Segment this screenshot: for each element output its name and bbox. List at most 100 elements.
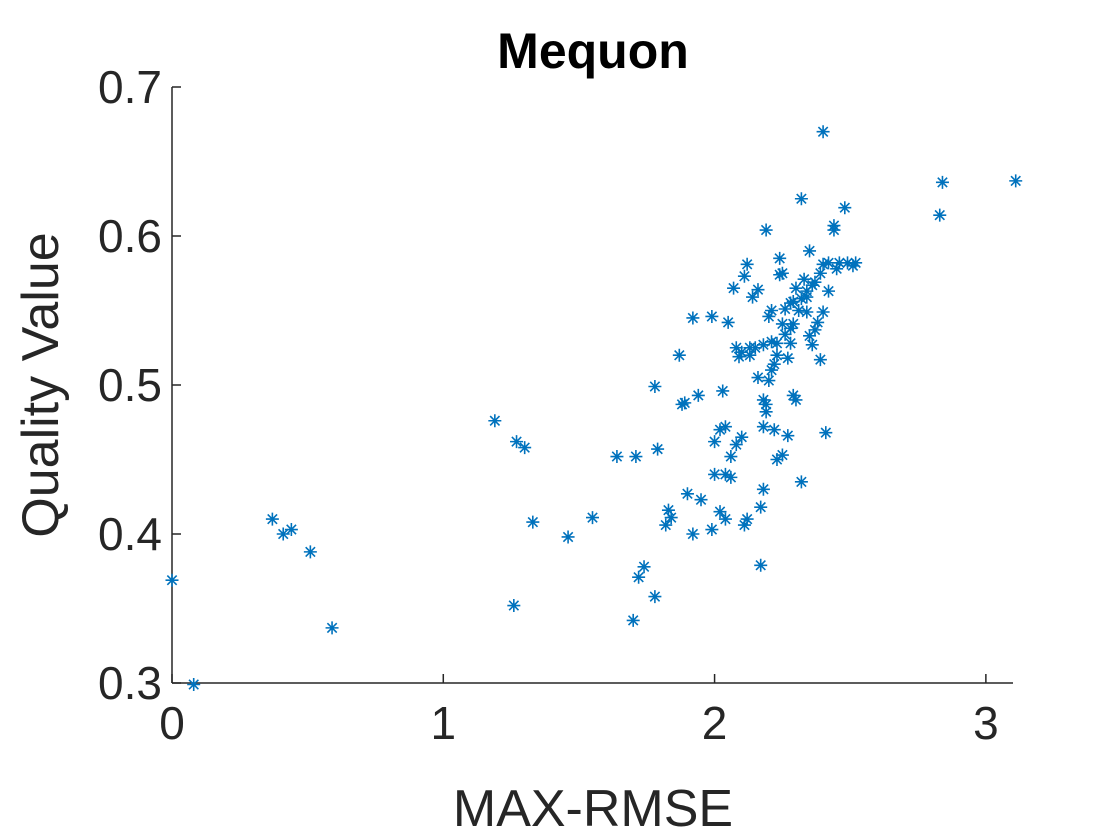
data-point <box>808 275 822 289</box>
data-point <box>276 527 290 541</box>
data-point <box>1009 174 1023 188</box>
data-point <box>767 357 781 371</box>
data-point <box>838 201 852 215</box>
data-point <box>822 256 836 270</box>
data-point <box>507 599 521 613</box>
data-point <box>778 302 792 316</box>
y-axis-label: Quality Value <box>12 232 70 537</box>
data-point <box>781 429 795 443</box>
data-point <box>800 305 814 319</box>
data-point <box>708 467 722 481</box>
data-point <box>708 435 722 449</box>
data-point <box>811 315 825 329</box>
data-point <box>751 371 765 385</box>
data-point <box>805 338 819 352</box>
x-tick-label: 0 <box>159 697 185 749</box>
data-point <box>819 426 833 440</box>
y-tick-label: 0.4 <box>98 508 162 560</box>
data-point <box>751 283 765 297</box>
data-point <box>629 450 643 464</box>
data-point <box>165 573 179 587</box>
data-point <box>561 530 575 544</box>
data-point <box>813 266 827 280</box>
axes <box>171 87 1013 684</box>
data-point <box>705 309 719 323</box>
data-point <box>813 353 827 367</box>
data-point <box>740 257 754 271</box>
data-point <box>610 450 624 464</box>
data-point <box>773 268 787 282</box>
data-point <box>784 336 798 350</box>
data-point <box>648 379 662 393</box>
data-point <box>765 304 779 317</box>
data-point <box>830 262 844 276</box>
data-point <box>586 511 599 525</box>
data-point <box>724 470 738 484</box>
data-point <box>526 515 540 529</box>
data-point <box>748 341 762 355</box>
data-point <box>786 295 800 309</box>
data-point <box>756 338 770 352</box>
data-point <box>686 311 700 325</box>
data-point <box>765 335 779 349</box>
data-point <box>849 256 863 270</box>
data-point <box>759 397 773 411</box>
data-point <box>762 374 776 388</box>
data-point <box>718 467 732 481</box>
chart-title: Mequon <box>497 23 689 79</box>
data-point <box>694 493 708 507</box>
data-point <box>510 435 524 449</box>
data-point <box>735 430 749 444</box>
data-point <box>303 545 317 559</box>
data-point <box>661 503 675 517</box>
data-point <box>488 414 502 428</box>
y-tick-label: 0.6 <box>98 210 162 262</box>
data-point <box>756 420 770 434</box>
data-point <box>187 677 201 691</box>
data-point <box>691 388 705 402</box>
data-point <box>822 284 836 298</box>
data-point <box>746 290 760 304</box>
data-point <box>770 453 784 466</box>
data-point <box>808 323 822 337</box>
data-point <box>729 341 743 355</box>
data-point <box>737 518 751 532</box>
data-point <box>672 348 686 362</box>
data-point <box>792 304 806 317</box>
data-point <box>775 448 789 462</box>
x-tick-label: 3 <box>973 697 999 749</box>
data-point <box>773 251 787 265</box>
data-point <box>759 405 773 419</box>
data-point <box>827 223 841 237</box>
data-point <box>794 475 808 489</box>
y-tick-label: 0.5 <box>98 359 162 411</box>
data-point <box>789 393 803 407</box>
data-point <box>789 281 803 295</box>
data-point <box>743 348 757 362</box>
data-point <box>933 208 947 222</box>
data-points <box>165 125 1023 691</box>
data-point <box>756 393 770 407</box>
data-point <box>832 256 846 270</box>
data-point <box>632 570 646 584</box>
data-point <box>800 284 814 298</box>
data-point <box>935 175 949 189</box>
data-point <box>724 450 738 464</box>
data-point <box>713 505 727 519</box>
data-point <box>775 317 789 331</box>
data-point <box>775 266 789 280</box>
data-point <box>518 441 532 455</box>
x-axis-label: MAX-RMSE <box>453 780 733 838</box>
data-point <box>678 396 692 410</box>
data-point <box>816 125 830 139</box>
x-ticks: 0 1 2 3 <box>159 674 999 749</box>
data-point <box>803 244 817 258</box>
data-point <box>770 336 784 350</box>
data-point <box>686 527 700 541</box>
data-point <box>721 315 735 329</box>
data-point <box>784 321 798 335</box>
data-point <box>705 523 719 537</box>
data-point <box>816 257 830 271</box>
x-tick-label: 2 <box>702 697 728 749</box>
